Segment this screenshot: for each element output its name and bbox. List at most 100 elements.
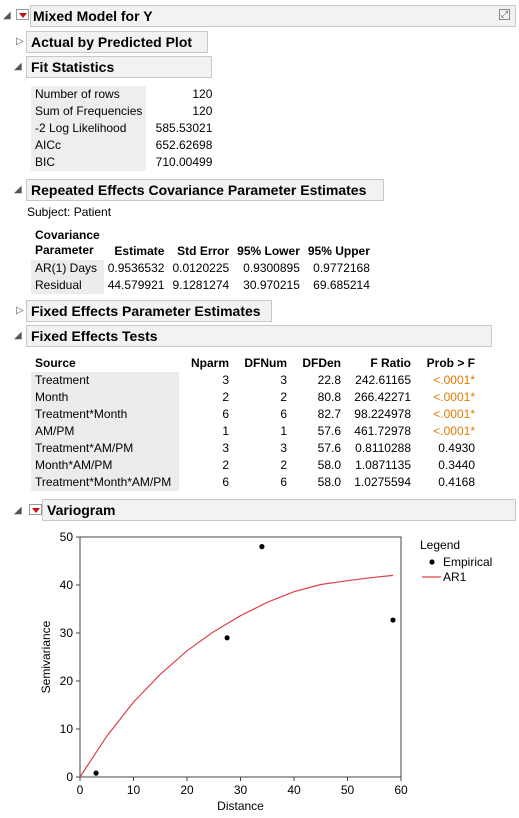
section-fixed-effects-tests[interactable]: Fixed Effects Tests — [26, 325, 492, 347]
cell-dfnum: 6 — [280, 475, 287, 489]
col-header-estimate: Estimate — [103, 226, 169, 260]
cell-nparm: 3 — [222, 373, 229, 387]
fit-stat-label: Number of rows — [31, 86, 147, 103]
x-tick-label: 50 — [341, 783, 355, 797]
covariance-row: Residual 44.579921 9.1281274 30.970215 69.68… — [31, 277, 374, 294]
red-triangle-menu-button[interactable] — [29, 504, 42, 515]
cell-fratio: 1.0871135 — [355, 458, 411, 472]
expand-triangle-icon[interactable]: ▷ — [16, 305, 24, 316]
fit-stat-value: 585.53021 — [155, 121, 213, 135]
cell-nparm: 3 — [222, 441, 229, 455]
legend-label-ar1: AR1 — [443, 570, 467, 584]
y-tick-label: 20 — [60, 674, 74, 688]
section-fixed-effects-params[interactable]: Fixed Effects Parameter Estimates — [26, 300, 272, 322]
cell-dfden: 58.0 — [317, 475, 341, 489]
fit-stat-row: Sum of Frequencies 120 — [31, 103, 216, 120]
y-tick-label: 40 — [60, 578, 74, 592]
col-header-source: Source — [31, 355, 179, 372]
fixed-effect-row: Month*AM/PM 2 2 58.0 1.0871135 0.3440 — [31, 457, 479, 474]
col-header-fratio: F Ratio — [345, 355, 415, 372]
fixed-effect-row: Treatment*AM/PM 3 3 57.6 0.8110288 0.4930 — [31, 440, 479, 457]
cell-nparm: 2 — [222, 390, 229, 404]
legend-title: Legend — [420, 538, 460, 552]
section-fit-statistics[interactable]: Fit Statistics — [26, 56, 212, 78]
cell-param: AR(1) Days — [31, 260, 104, 277]
empirical-point — [224, 635, 230, 641]
col-header-dfden: DFDen — [291, 355, 345, 372]
cell-dfden: 22.8 — [317, 373, 341, 387]
cell-dfnum: 2 — [280, 458, 287, 472]
series-line-ar1 — [79, 574, 394, 778]
cell-dfden: 82.7 — [317, 407, 341, 421]
cell-dfden: 57.6 — [317, 424, 341, 438]
fit-stat-value: 652.62698 — [155, 138, 213, 152]
col-header-parameter: Covariance Parameter — [31, 226, 104, 260]
section-label: Actual by Predicted Plot — [31, 34, 193, 50]
fit-stat-label: -2 Log Likelihood — [31, 120, 147, 137]
cell-estimate: 44.579921 — [107, 278, 165, 292]
fit-stat-label: BIC — [31, 154, 147, 171]
x-tick-label: 20 — [180, 783, 194, 797]
y-tick-label: 50 — [60, 530, 74, 544]
cell-dfnum: 2 — [280, 390, 287, 404]
section-repeated-effects[interactable]: Repeated Effects Covariance Parameter Es… — [26, 179, 384, 201]
fixed-effects-tests-table: Source Nparm DFNum DFDen F Ratio Prob > … — [31, 355, 479, 491]
expand-triangle-icon[interactable]: ▷ — [16, 36, 24, 47]
fixed-effect-row: AM/PM 1 1 57.6 461.72978 <.0001* — [31, 423, 479, 440]
cell-dfden: 58.0 — [317, 458, 341, 472]
cell-upper: 0.9772168 — [313, 261, 370, 275]
section-actual-by-predicted[interactable]: Actual by Predicted Plot — [26, 31, 208, 53]
report-title-text: Mixed Model for Y — [33, 8, 153, 24]
col-header-dfnum: DFNum — [233, 355, 291, 372]
fit-stat-row: BIC 710.00499 — [31, 154, 216, 171]
fit-stat-label: AICc — [31, 137, 147, 154]
collapse-triangle-icon[interactable]: ◢ — [14, 61, 22, 72]
cell-fratio: 242.61165 — [355, 373, 411, 387]
collapse-triangle-icon[interactable]: ◢ — [14, 184, 22, 195]
section-label: Repeated Effects Covariance Parameter Es… — [31, 182, 367, 198]
cell-source: Treatment — [31, 372, 179, 389]
cell-fratio: 98.224978 — [354, 407, 411, 421]
cell-fratio: 1.0275594 — [354, 475, 411, 489]
section-variogram[interactable]: Variogram — [42, 499, 516, 521]
cell-nparm: 6 — [222, 475, 229, 489]
section-label: Fit Statistics — [31, 59, 115, 75]
fit-statistics-table: Number of rows 120 Sum of Frequencies 120 -2… — [31, 86, 216, 171]
collapse-triangle-icon[interactable]: ◢ — [14, 330, 22, 341]
x-tick-label: 30 — [234, 783, 248, 797]
cell-source: Month — [31, 389, 179, 406]
collapse-triangle-icon[interactable]: ◢ — [14, 505, 22, 516]
cell-prob: <.0001* — [433, 390, 475, 404]
cell-dfden: 80.8 — [317, 390, 341, 404]
collapse-triangle-icon[interactable]: ◢ — [3, 10, 11, 21]
section-label: Fixed Effects Parameter Estimates — [31, 303, 261, 319]
legend-marker-empirical — [429, 559, 435, 565]
empirical-point — [93, 770, 99, 776]
fit-stat-label: Sum of Frequencies — [31, 103, 147, 120]
cell-std-error: 9.1281274 — [172, 278, 230, 292]
section-label: Fixed Effects Tests — [31, 328, 158, 344]
cell-estimate: 0.9536532 — [107, 261, 165, 275]
report-title: Mixed Model for Y — [30, 5, 516, 27]
cell-nparm: 2 — [222, 458, 229, 472]
legend-label-empirical: Empirical — [443, 555, 492, 569]
cell-nparm: 1 — [222, 424, 229, 438]
empirical-point — [390, 617, 396, 623]
red-triangle-menu-button[interactable] — [16, 9, 29, 20]
fit-stat-value: 120 — [192, 87, 213, 101]
x-tick-label: 40 — [287, 783, 301, 797]
col-header-std-error: Std Error — [168, 226, 234, 260]
col-header-prob: Prob > F — [415, 355, 479, 372]
col-header-lower: 95% Lower — [233, 226, 304, 260]
fit-stat-row: Number of rows 120 — [31, 86, 216, 103]
cell-fratio: 266.42271 — [354, 390, 411, 404]
cell-fratio: 0.8110288 — [355, 441, 411, 455]
cell-dfnum: 6 — [280, 407, 287, 421]
section-label: Variogram — [47, 502, 116, 518]
cell-prob: <.0001* — [433, 373, 475, 387]
cell-source: AM/PM — [31, 423, 179, 440]
cell-dfden: 57.6 — [317, 441, 341, 455]
expand-report-icon[interactable]: ⤢ — [499, 9, 510, 20]
cell-lower: 0.9300895 — [243, 261, 300, 275]
cell-upper: 69.685214 — [313, 278, 370, 292]
